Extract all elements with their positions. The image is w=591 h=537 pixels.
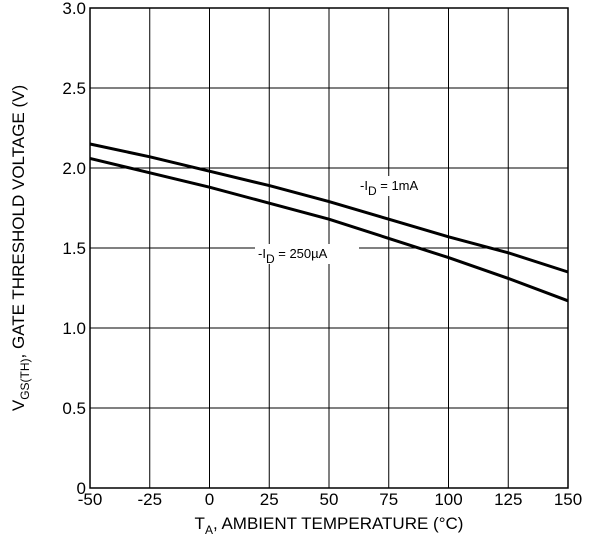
x-axis-label: TA, AMBIENT TEMPERATURE (°C): [195, 514, 464, 537]
x-tick-label: -50: [78, 490, 103, 509]
x-tick-labels: -50 -25 0 25 50 75 100 125 150: [78, 490, 582, 509]
series-annotations: -ID = 1mA -ID = 250µA: [255, 176, 435, 266]
y-tick-label: 1.0: [62, 319, 86, 338]
annotation-background: [255, 244, 359, 264]
x-tick-label: 25: [260, 490, 279, 509]
x-tick-label: 0: [205, 490, 214, 509]
series-line-250ua: [89, 156, 569, 303]
plot-frame: [89, 7, 569, 489]
y-tick-label: 2.0: [62, 159, 86, 178]
x-tick-label: 100: [434, 490, 462, 509]
y-tick-label: 0: [77, 479, 86, 498]
y-tick-labels: 0 0.5 1.0 1.5 2.0 2.5 3.0: [62, 0, 86, 498]
series-line-1ma: [89, 142, 569, 274]
x-tick-label: 50: [320, 490, 339, 509]
series-label: -ID = 1mA: [360, 178, 418, 198]
data-series: [89, 142, 569, 303]
y-axis-label: VGS(TH), GATE THRESHOLD VOLTAGE (V): [9, 85, 32, 411]
x-tick-label: 75: [379, 490, 398, 509]
series-label: -ID = 250µA: [258, 246, 328, 266]
y-tick-label: 0.5: [62, 399, 86, 418]
y-tick-label: 3.0: [62, 0, 86, 18]
x-tick-label: 150: [554, 490, 582, 509]
x-tick-label: -25: [137, 490, 162, 509]
y-tick-label: 1.5: [62, 239, 86, 258]
y-tick-label: 2.5: [62, 79, 86, 98]
x-tick-label: 125: [494, 490, 522, 509]
annotation-background: [357, 176, 435, 196]
